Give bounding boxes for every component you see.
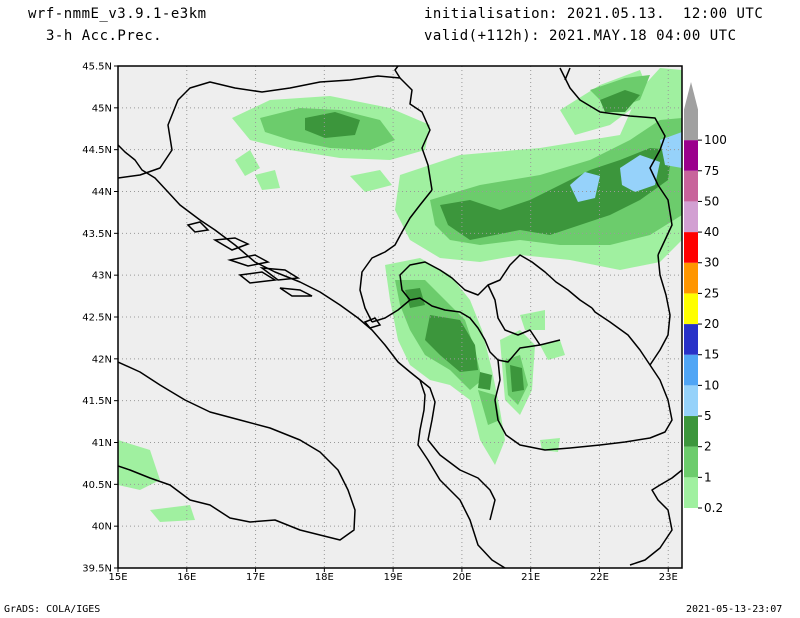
- valid-time-label: valid(+112h): 2021.MAY.18 04:00 UTC: [424, 28, 737, 44]
- colorbar-label: 5: [704, 409, 712, 423]
- colorbar-swatch: [684, 140, 698, 171]
- colorbar-swatch: [684, 354, 698, 386]
- lat-tick-label: 40N: [92, 522, 112, 533]
- field-title: 3-h Acc.Prec.: [46, 28, 163, 44]
- colorbar-label: 20: [704, 317, 719, 331]
- colorbar-cap: [684, 82, 698, 110]
- lon-tick-label: 21E: [521, 572, 540, 583]
- lat-tick-label: 41.5N: [82, 396, 112, 407]
- colorbar-swatch: [684, 385, 698, 417]
- colorbar-swatch: [684, 232, 698, 263]
- render-timestamp: 2021-05-13-23:07: [686, 604, 783, 615]
- model-title: wrf-nmmE_v3.9.1-e3km: [28, 6, 207, 22]
- lon-tick-label: 20E: [452, 572, 471, 583]
- lon-tick-label: 16E: [177, 572, 196, 583]
- lat-tick-label: 44.5N: [82, 145, 112, 156]
- colorbar-swatch: [684, 262, 698, 294]
- colorbar-swatch: [684, 109, 698, 141]
- lat-tick-label: 43.5N: [82, 229, 112, 240]
- islands: [186, 221, 382, 329]
- colorbar-label: 30: [704, 256, 719, 270]
- lat-tick-label: 42.5N: [82, 313, 112, 324]
- lon-tick-label: 23E: [659, 572, 678, 583]
- colorbar-swatch: [684, 201, 698, 233]
- longitude-axis: 15E 16E 17E 18E 19E 20E 21E 22E 23E: [108, 568, 678, 583]
- colorbar-label: 40: [704, 225, 719, 239]
- colorbar-swatch: [684, 416, 698, 447]
- colorbar-label: 15: [704, 348, 719, 362]
- grads-credit: GrADS: COLA/IGES: [4, 604, 101, 615]
- colorbar-label: 25: [704, 286, 719, 300]
- colorbar-label: 100: [704, 133, 727, 147]
- colorbar-swatch: [684, 293, 698, 325]
- colorbar-below-min: [684, 508, 698, 568]
- colorbar-label: 50: [704, 194, 719, 208]
- colorbar-label: 2: [704, 440, 712, 454]
- colorbar-swatch: [684, 477, 698, 508]
- lat-tick-label: 44N: [92, 187, 112, 198]
- latitude-axis: 45.5N 45N 44.5N 44N 43.5N 43N 42.5N 42N 41.5N 41N…: [82, 62, 118, 575]
- lat-tick-label: 41N: [92, 438, 112, 449]
- colorbar-label: 1: [704, 470, 712, 484]
- lat-tick-label: 39.5N: [82, 564, 112, 575]
- lon-tick-label: 17E: [246, 572, 265, 583]
- colorbar-label: 75: [704, 164, 719, 178]
- colorbar-swatch: [684, 170, 698, 202]
- lon-tick-label: 22E: [590, 572, 609, 583]
- colorbar-label: 10: [704, 378, 719, 392]
- lon-tick-label: 18E: [315, 572, 334, 583]
- colorbar-label: 0.2: [704, 501, 723, 515]
- lat-tick-label: 45.5N: [82, 62, 112, 73]
- initialisation-label: initialisation: 2021.05.13. 12:00 UTC: [424, 6, 764, 22]
- lat-tick-label: 42N: [92, 354, 112, 365]
- colorbar-swatch: [684, 446, 698, 478]
- lat-tick-label: 43N: [92, 271, 112, 282]
- precipitation-field: [118, 68, 682, 522]
- lon-tick-label: 15E: [108, 572, 127, 583]
- lat-tick-label: 45N: [92, 103, 112, 114]
- colorbar-swatch: [684, 324, 698, 355]
- lat-tick-label: 40.5N: [82, 480, 112, 491]
- lon-tick-label: 19E: [384, 572, 403, 583]
- coastlines-borders: [118, 66, 682, 568]
